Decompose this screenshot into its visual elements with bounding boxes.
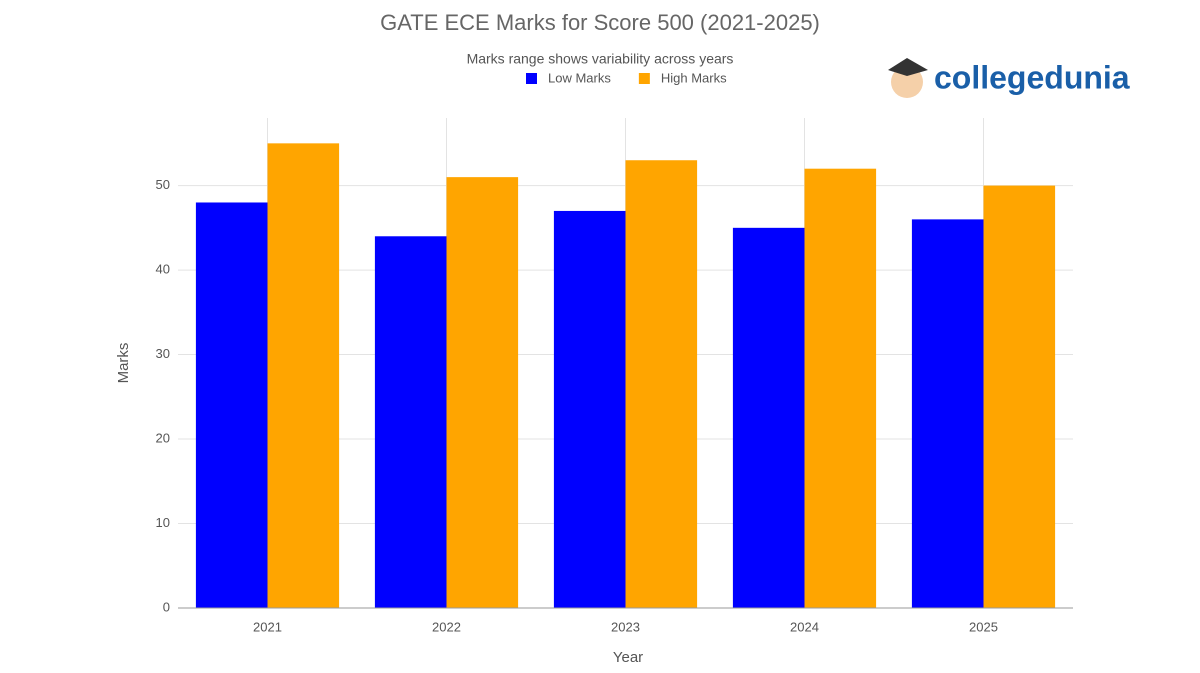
bar — [625, 160, 698, 608]
chart-subtitle: Marks range shows variability across yea… — [467, 51, 734, 67]
bar — [446, 177, 519, 608]
x-tick-label: 2023 — [611, 619, 640, 634]
y-axis-label: Marks — [115, 343, 132, 384]
chart-title: GATE ECE Marks for Score 500 (2021-2025) — [380, 10, 820, 35]
watermark: collegedunia — [934, 59, 1130, 95]
y-tick-label: 10 — [156, 515, 170, 530]
x-tick-label: 2022 — [432, 619, 461, 634]
y-tick-label: 40 — [156, 262, 170, 277]
bar — [374, 236, 447, 608]
y-tick-label: 0 — [163, 599, 170, 614]
bar — [911, 219, 984, 608]
logo: collegedunia — [888, 58, 1130, 98]
bar — [983, 185, 1056, 608]
y-tick-label: 20 — [156, 430, 170, 445]
bar — [804, 168, 877, 609]
bar — [267, 143, 340, 608]
x-tick-label: 2021 — [253, 619, 282, 634]
bar — [732, 227, 805, 609]
bar — [553, 210, 626, 608]
bar — [195, 202, 268, 608]
legend-swatch — [526, 73, 537, 84]
logo-cap — [888, 58, 928, 76]
legend-label: High Marks — [661, 70, 727, 85]
legend-swatch — [638, 73, 650, 84]
x-tick-label: 2025 — [969, 619, 998, 634]
y-tick-label: 30 — [156, 346, 170, 361]
logo-face — [891, 66, 923, 98]
y-tick-label: 50 — [156, 177, 170, 192]
x-tick-label: 2024 — [790, 619, 819, 634]
x-axis-label: Year — [613, 649, 643, 666]
legend-label: Low Marks — [548, 70, 611, 85]
